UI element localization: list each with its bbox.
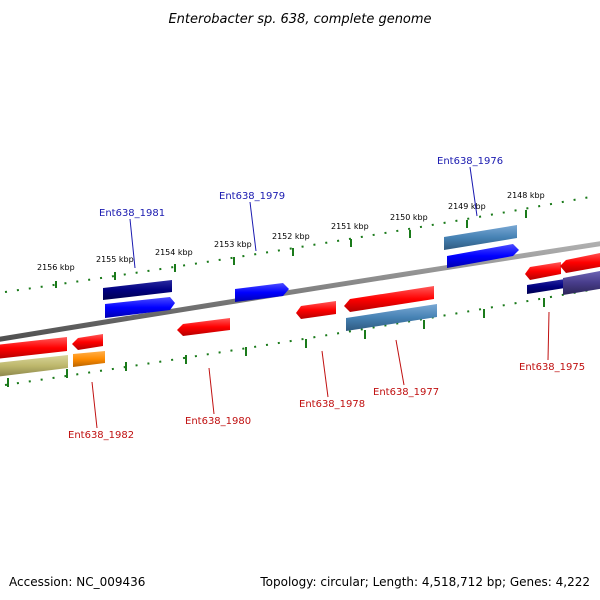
gene-ent638-1976-bar[interactable] xyxy=(444,225,517,250)
gene-label[interactable]: Ent638_1977 xyxy=(373,387,439,398)
reverse-strand-genes xyxy=(0,252,600,377)
gene-labels: Ent638_1981 Ent638_1979 Ent638_1976 Ent6… xyxy=(68,156,585,441)
gene-label[interactable]: Ent638_1981 xyxy=(99,208,165,219)
gene-label[interactable]: Ent638_1978 xyxy=(299,399,365,410)
forward-scale-ticks xyxy=(55,210,527,288)
gene-slate-segment[interactable] xyxy=(563,270,600,295)
forward-scale-line xyxy=(4,196,591,293)
gene-reverse-arrow[interactable] xyxy=(344,286,434,312)
gene-ent638-1981-bar[interactable] xyxy=(103,280,172,300)
forward-strand-genes xyxy=(103,225,600,318)
tick-label: 2151 kbp xyxy=(331,222,369,231)
tick-label: 2150 kbp xyxy=(390,213,428,222)
map-title: Enterobacter sp. 638, complete genome xyxy=(168,12,431,27)
reverse-scale-ticks xyxy=(7,298,545,387)
tick-label: 2153 kbp xyxy=(214,240,252,249)
tick-label: 2149 kbp xyxy=(448,202,486,211)
genome-summary-text: Topology: circular; Length: 4,518,712 bp… xyxy=(259,575,590,589)
tick-label: 2156 kbp xyxy=(37,263,75,272)
gene-ent638-1979-arrow[interactable] xyxy=(235,283,289,302)
gene-reverse-arrow[interactable] xyxy=(560,252,600,273)
gene-orange-segment[interactable] xyxy=(73,351,105,367)
tick-label: 2155 kbp xyxy=(96,255,134,264)
gene-forward-arrow[interactable] xyxy=(105,297,175,318)
gene-ent638-1982-olive[interactable] xyxy=(0,355,68,377)
gene-ent638-1978-arrow[interactable] xyxy=(296,301,336,319)
gene-navy-segment[interactable] xyxy=(527,279,565,294)
tick-label: 2154 kbp xyxy=(155,248,193,257)
gene-ent638-1977-bar[interactable] xyxy=(346,304,437,331)
accession-text: Accession: NC_009436 xyxy=(9,575,145,589)
gene-label[interactable]: Ent638_1979 xyxy=(219,191,285,202)
gene-label[interactable]: Ent638_1975 xyxy=(519,362,585,373)
gene-reverse-arrow[interactable] xyxy=(0,337,67,359)
gene-reverse-arrow[interactable] xyxy=(525,262,561,280)
scale-tick-labels: 2156 kbp 2155 kbp 2154 kbp 2153 kbp 2152… xyxy=(37,191,545,272)
gene-label[interactable]: Ent638_1982 xyxy=(68,430,134,441)
gene-ent638-1980-arrow[interactable] xyxy=(177,318,230,336)
genome-backbone xyxy=(0,241,600,342)
gene-label[interactable]: Ent638_1980 xyxy=(185,416,251,427)
tick-label: 2148 kbp xyxy=(507,191,545,200)
gene-forward-arrow[interactable] xyxy=(447,244,519,268)
label-leader-lines xyxy=(91,166,550,429)
gene-label[interactable]: Ent638_1976 xyxy=(437,156,503,167)
gene-reverse-arrow[interactable] xyxy=(72,334,103,350)
tick-label: 2152 kbp xyxy=(272,232,310,241)
